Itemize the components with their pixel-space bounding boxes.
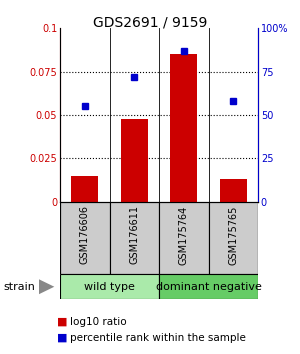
Text: percentile rank within the sample: percentile rank within the sample xyxy=(70,333,246,343)
Text: strain: strain xyxy=(3,282,35,292)
Bar xyxy=(71,176,98,202)
Text: ■: ■ xyxy=(57,317,68,327)
Bar xyxy=(159,202,208,274)
Text: GSM175764: GSM175764 xyxy=(179,205,189,265)
Text: GSM176606: GSM176606 xyxy=(80,205,90,264)
Text: log10 ratio: log10 ratio xyxy=(70,317,127,327)
Text: GDS2691 / 9159: GDS2691 / 9159 xyxy=(93,16,207,30)
Text: dominant negative: dominant negative xyxy=(156,282,261,292)
Bar xyxy=(121,119,148,202)
Text: ■: ■ xyxy=(57,333,68,343)
Bar xyxy=(208,202,258,274)
Text: wild type: wild type xyxy=(84,282,135,292)
Bar xyxy=(60,202,110,274)
Bar xyxy=(110,202,159,274)
Text: GSM175765: GSM175765 xyxy=(228,205,238,265)
Bar xyxy=(60,274,159,299)
Bar xyxy=(220,179,247,202)
Polygon shape xyxy=(39,279,54,294)
Text: GSM176611: GSM176611 xyxy=(129,205,139,264)
Bar xyxy=(170,55,197,202)
Bar xyxy=(159,274,258,299)
